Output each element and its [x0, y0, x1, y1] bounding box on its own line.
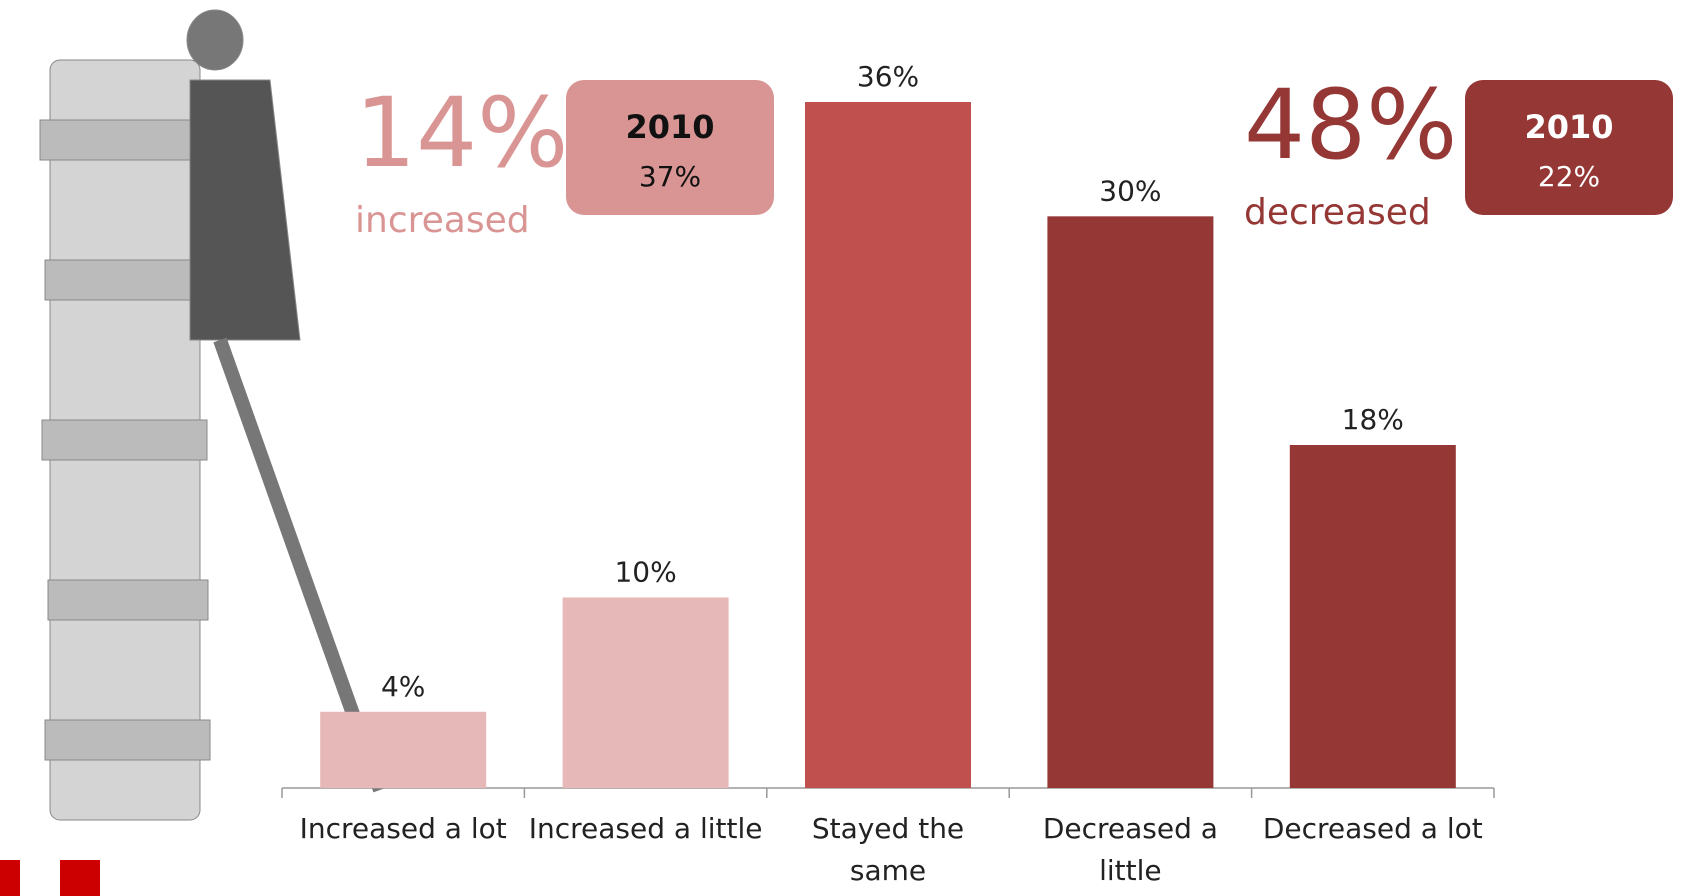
summary-caption: increased	[355, 200, 530, 241]
summary-figure: 14%	[355, 77, 568, 189]
value-label: 36%	[857, 60, 919, 93]
comparison-year: 2010	[1524, 108, 1613, 146]
x-tick-label: Increased a lot	[299, 812, 507, 845]
x-tick-label: Increased a little	[528, 812, 763, 845]
bar	[320, 711, 487, 788]
value-label: 10%	[614, 555, 676, 588]
x-tick-label: Decreased a little	[1042, 812, 1218, 887]
comparison-box	[1465, 80, 1673, 215]
bar	[805, 102, 971, 788]
value-label: 30%	[1099, 174, 1161, 207]
comparison-year: 2010	[625, 108, 714, 146]
x-tick-label: Stayed the same	[811, 812, 965, 887]
summary-figure: 48%	[1244, 69, 1457, 181]
comparison-value: 37%	[639, 160, 701, 193]
comparison-value: 22%	[1538, 160, 1600, 193]
photo-illustration	[0, 9, 387, 896]
bar	[562, 597, 729, 788]
bar	[1047, 216, 1214, 789]
summary-caption: decreased	[1244, 192, 1431, 233]
x-tick-label: Decreased a lot	[1262, 812, 1483, 845]
comparison-box	[566, 80, 774, 215]
value-label: 4%	[381, 670, 425, 703]
value-label: 18%	[1342, 403, 1404, 436]
bar	[1289, 445, 1456, 788]
